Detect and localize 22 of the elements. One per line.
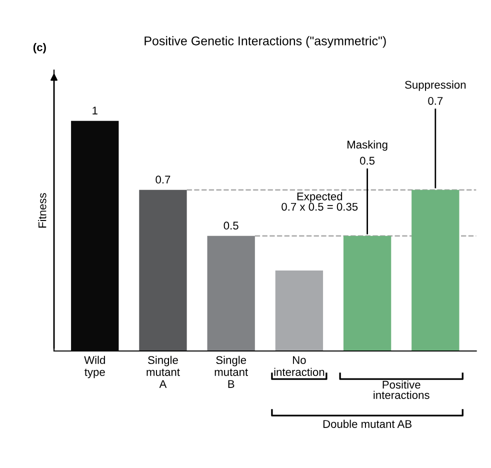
bar	[343, 236, 392, 351]
bar	[139, 190, 187, 351]
data-label: 1	[92, 106, 98, 114]
text: (c)	[33, 42, 46, 54]
annotation: Expected 0.7 x 0.5 = 0.35	[282, 192, 358, 211]
annotation: Masking	[348, 140, 388, 151]
bar	[412, 190, 460, 351]
text: Double mutant AB	[323, 420, 412, 428]
bar	[275, 270, 324, 351]
bar	[207, 236, 255, 351]
data-label: 0.7	[428, 96, 443, 105]
data-label: 0.5	[224, 222, 238, 230]
chart-title: Positive Genetic Interactions ("asymmetric")	[144, 36, 386, 48]
x-tick-label: Single mutant A	[146, 356, 180, 388]
x-tick-label: Wild type	[84, 356, 105, 378]
y-axis-title: Fitness	[38, 193, 46, 228]
x-tick-label: No interaction	[274, 356, 324, 376]
text: Suppression	[405, 80, 466, 91]
x-tick-label: Single mutant B	[214, 356, 248, 388]
text: Positive interactions	[374, 380, 430, 400]
data-label: 0.5	[360, 156, 375, 165]
data-label: 0.7	[156, 176, 170, 184]
